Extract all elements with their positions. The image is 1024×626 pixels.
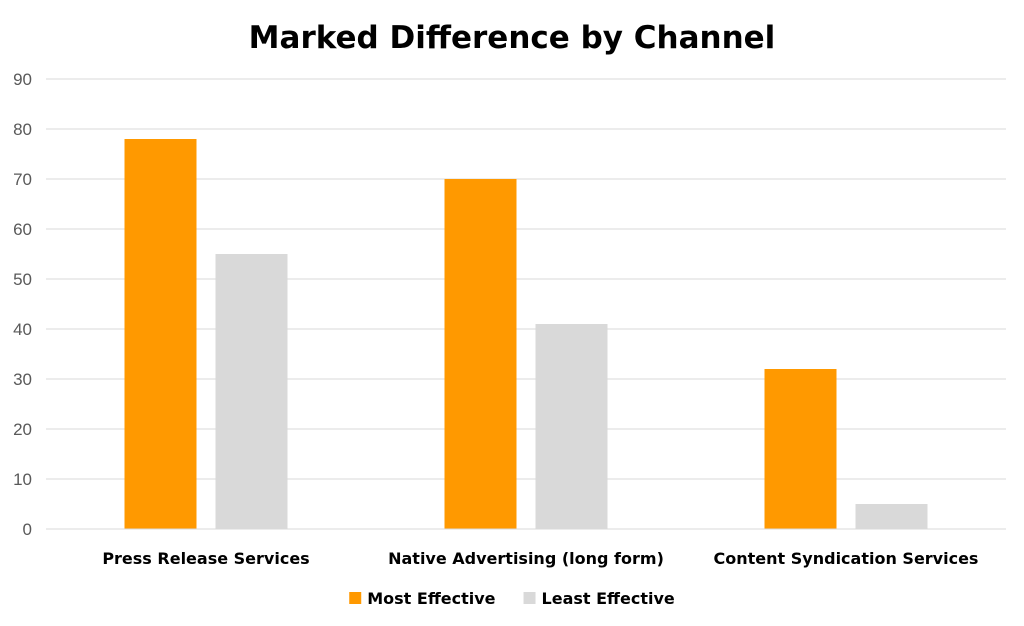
gridlines — [46, 78, 1006, 480]
bar-most-effective — [764, 369, 837, 529]
y-tick-label: 80 — [13, 120, 32, 139]
x-category-label: Native Advertising (long form) — [388, 549, 664, 568]
bar-least-effective — [215, 254, 288, 529]
legend: Most Effective Least Effective — [349, 589, 675, 608]
y-tick-label: 20 — [13, 420, 32, 439]
y-tick-label: 70 — [13, 170, 32, 189]
x-category-label: Content Syndication Services — [714, 549, 979, 568]
y-tick-label: 50 — [13, 270, 32, 289]
y-axis-ticks: 0 10 20 30 40 50 60 70 80 90 — [13, 70, 32, 539]
bar-most-effective — [124, 139, 197, 529]
y-tick-label: 40 — [13, 320, 32, 339]
y-tick-label: 30 — [13, 370, 32, 389]
chart-title: Marked Difference by Channel — [249, 20, 776, 56]
legend-swatch — [349, 592, 362, 604]
x-axis-category-labels: Press Release Services Native Advertising… — [102, 549, 978, 568]
y-tick-label: 0 — [23, 520, 32, 539]
legend-swatch — [523, 592, 536, 604]
bars — [124, 139, 928, 529]
y-tick-label: 10 — [13, 470, 32, 489]
y-tick-label: 90 — [13, 70, 32, 89]
legend-label: Most Effective — [367, 589, 495, 608]
legend-label: Least Effective — [542, 589, 675, 608]
bar-least-effective — [535, 324, 608, 529]
bar-most-effective — [444, 179, 517, 529]
bar-least-effective — [855, 504, 928, 529]
y-tick-label: 60 — [13, 220, 32, 239]
x-category-label: Press Release Services — [102, 549, 309, 568]
